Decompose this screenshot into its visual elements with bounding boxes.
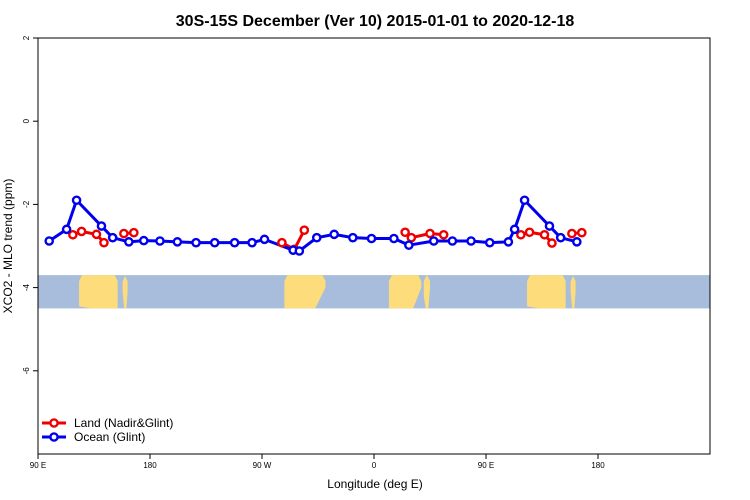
- data-point-ocean: [447, 236, 458, 246]
- y-axis: 2 0 -2 -4 -6: [22, 35, 38, 374]
- land-mass: [570, 275, 576, 309]
- data-point-ocean: [389, 233, 399, 244]
- data-point-ocean: [155, 236, 165, 246]
- x-tick-label: 90 W: [253, 461, 272, 470]
- data-point-ocean: [44, 236, 55, 246]
- data-point-ocean: [544, 221, 555, 231]
- data-point-ocean: [247, 237, 257, 248]
- data-point-land: [99, 237, 109, 248]
- data-point-ocean: [172, 237, 183, 247]
- data-point-land: [524, 227, 535, 238]
- y-tick-label: -6: [22, 367, 31, 375]
- data-point-ocean: [229, 237, 240, 248]
- land-mass: [79, 275, 118, 309]
- data-point-land: [68, 229, 78, 240]
- data-point-ocean: [311, 232, 322, 243]
- chart-title: 30S-15S December (Ver 10) 2015-01-01 to …: [176, 13, 575, 30]
- data-point-land: [91, 229, 102, 240]
- y-tick-label: -2: [22, 200, 31, 208]
- data-point-ocean: [329, 229, 339, 240]
- data-point-land: [539, 229, 550, 240]
- data-point-ocean: [61, 224, 72, 235]
- y-tick-label: 0: [22, 118, 31, 123]
- data-point-ocean: [509, 224, 520, 235]
- x-axis-label: Longitude (deg E): [327, 477, 422, 491]
- data-point-ocean: [466, 236, 476, 246]
- land-mass: [284, 275, 326, 309]
- land-mass: [122, 275, 128, 309]
- x-tick-label: 90 E: [30, 461, 46, 470]
- data-point-land: [516, 229, 526, 240]
- data-point-ocean: [96, 221, 107, 231]
- data-point-ocean: [519, 195, 530, 206]
- data-point-land: [76, 226, 87, 237]
- data-point-land: [119, 228, 129, 239]
- y-tick-label: 2: [22, 35, 31, 40]
- land-mass: [423, 275, 430, 309]
- data-point-ocean: [107, 232, 118, 243]
- y-axis-label: XCO2 - MLO trend (ppm): [1, 179, 15, 314]
- data-point-land: [567, 228, 577, 239]
- data-point-ocean: [209, 237, 220, 248]
- land-mass: [388, 275, 422, 309]
- data-point-ocean: [294, 246, 305, 256]
- land-ocean-band: [38, 275, 710, 309]
- legend: Land (Nadir&Glint)Ocean (Glint): [42, 416, 173, 444]
- data-point-land: [577, 227, 587, 238]
- data-point-ocean: [348, 232, 358, 243]
- data-point-land: [425, 228, 435, 239]
- ocean-band: [38, 275, 710, 309]
- x-tick-label: 180: [591, 461, 605, 470]
- data-point-ocean: [555, 232, 566, 243]
- data-point-ocean: [404, 240, 414, 250]
- x-tick-label: 0: [372, 461, 377, 470]
- legend-label-land: Land (Nadir&Glint): [74, 416, 173, 430]
- legend-label-ocean: Ocean (Glint): [74, 430, 145, 444]
- data-point-land: [129, 227, 139, 238]
- data-point-ocean: [572, 237, 582, 247]
- data-point-ocean: [428, 236, 439, 246]
- data-point-land: [406, 232, 417, 243]
- x-tick-label: 90 E: [478, 461, 494, 470]
- data-point-ocean: [138, 235, 149, 246]
- data-point-ocean: [484, 237, 495, 248]
- series-layer: [44, 195, 587, 256]
- data-point-ocean: [366, 233, 377, 244]
- data-point-ocean: [259, 234, 270, 245]
- data-point-ocean: [191, 237, 201, 248]
- x-tick-label: 180: [143, 461, 157, 470]
- data-point-ocean: [503, 237, 514, 247]
- land-mass: [527, 275, 566, 309]
- data-point-land: [400, 227, 410, 238]
- data-point-ocean: [124, 237, 134, 247]
- legend-marker-ocean: [49, 432, 59, 442]
- data-point-ocean: [71, 195, 82, 206]
- x-axis: 90 E 180 90 W 0 90 E 180: [30, 454, 605, 470]
- data-point-land: [299, 225, 310, 235]
- data-point-land: [438, 229, 449, 240]
- data-point-land: [277, 237, 287, 248]
- data-point-land: [547, 238, 557, 248]
- y-tick-label: -4: [22, 283, 31, 291]
- legend-marker-land: [49, 418, 59, 428]
